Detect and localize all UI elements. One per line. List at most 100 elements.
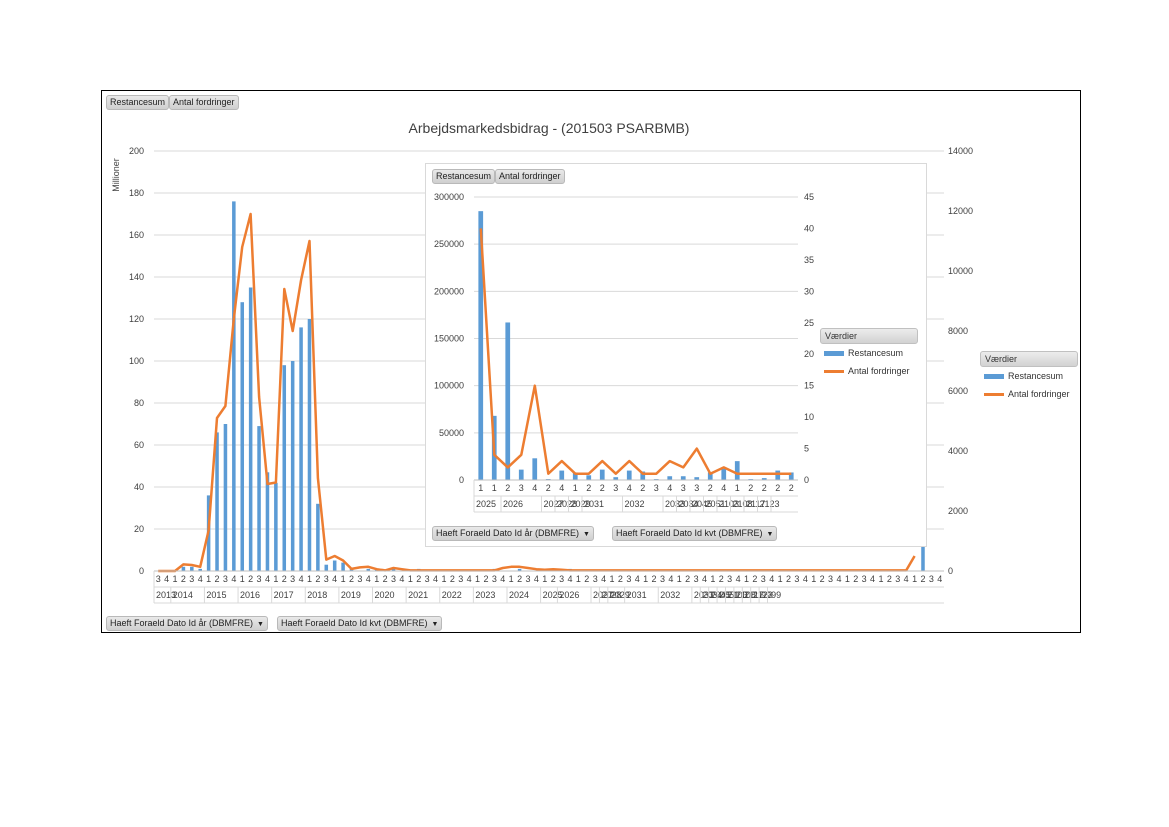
bar-restancesum	[366, 568, 371, 571]
main-legend-item-restancesum[interactable]: Restancesum	[980, 367, 1078, 385]
x-tick-quarter: 3	[681, 483, 686, 493]
inset-legend-item-restancesum[interactable]: Restancesum	[820, 344, 918, 362]
bar-restancesum	[282, 365, 287, 571]
x-tick-quarter: 2	[920, 574, 925, 584]
inset-legend-item-antal-fordringer[interactable]: Antal fordringer	[820, 362, 918, 380]
main-legend-item-antal-fordringer[interactable]: Antal fordringer	[980, 385, 1078, 403]
x-tick-year: 2014	[173, 590, 193, 600]
x-tick-quarter: 3	[391, 574, 396, 584]
bar-restancesum	[391, 568, 396, 571]
x-tick-quarter: 2	[248, 574, 253, 584]
axis-field-quarter-label: Haeft Foraeld Dato Id kvt (DBMFRE)	[281, 618, 428, 628]
bar-restancesum	[532, 458, 538, 480]
x-tick-quarter: 3	[929, 574, 934, 584]
x-tick-year: 9999	[761, 590, 781, 600]
x-tick-quarter: 3	[324, 574, 329, 584]
x-tick-quarter: 4	[702, 574, 707, 584]
x-tick-quarter: 2	[762, 483, 767, 493]
x-tick-quarter: 1	[475, 574, 480, 584]
y-tick-label: 60	[134, 440, 144, 450]
x-tick-year: 2103	[719, 499, 739, 509]
bar-restancesum	[680, 476, 686, 480]
y2-tick-label: 4000	[948, 446, 968, 456]
x-tick-year: 2033	[665, 499, 685, 509]
x-tick-quarter: 4	[366, 574, 371, 584]
y2-tick-label: 12000	[948, 206, 973, 216]
y2-tick-label: 30	[804, 286, 814, 296]
x-tick-quarter: 1	[542, 574, 547, 584]
x-tick-quarter: 3	[694, 574, 699, 584]
x-tick-quarter: 4	[667, 483, 672, 493]
x-tick-quarter: 4	[534, 574, 539, 584]
x-tick-quarter: 2	[640, 483, 645, 493]
x-tick-quarter: 1	[735, 483, 740, 493]
x-tick-year: 2029	[571, 499, 591, 509]
x-tick-year: 2020	[375, 590, 395, 600]
inset-field-button-restancesum[interactable]: Restancesum	[432, 169, 496, 184]
bar-restancesum	[694, 477, 700, 480]
x-tick-quarter: 4	[668, 574, 673, 584]
x-tick-quarter: 1	[206, 574, 211, 584]
x-tick-year: 2028	[601, 590, 621, 600]
x-tick-quarter: 4	[231, 574, 236, 584]
x-tick-quarter: 1	[677, 574, 682, 584]
inset-axis-field-year-button[interactable]: Haeft Foraeld Dato Id år (DBMFRE) ▼	[432, 526, 594, 541]
bar-restancesum	[332, 560, 337, 571]
x-tick-quarter: 1	[441, 574, 446, 584]
bar-swatch	[984, 374, 1004, 379]
bar-restancesum	[223, 424, 228, 571]
x-tick-quarter: 1	[374, 574, 379, 584]
field-button-antal-fordringer[interactable]: Antal fordringer	[169, 95, 239, 110]
x-tick-quarter: 2	[315, 574, 320, 584]
x-tick-year: 2031	[627, 590, 647, 600]
main-legend-title: Værdier	[980, 351, 1078, 367]
x-tick-year: 2026	[559, 590, 579, 600]
x-tick-year: 2108	[736, 590, 756, 600]
x-tick-quarter: 3	[727, 574, 732, 584]
bar-swatch	[824, 351, 844, 356]
y2-tick-label: 0	[804, 475, 809, 485]
x-tick-quarter: 4	[870, 574, 875, 584]
x-tick-quarter: 3	[862, 574, 867, 584]
bar-restancesum	[559, 470, 565, 480]
x-tick-quarter: 4	[164, 574, 169, 584]
inset-legend-title: Værdier	[820, 328, 918, 344]
x-tick-quarter: 3	[492, 574, 497, 584]
x-tick-quarter: 4	[299, 574, 304, 584]
x-tick-quarter: 1	[307, 574, 312, 584]
x-tick-quarter: 2	[551, 574, 556, 584]
x-tick-quarter: 2	[708, 483, 713, 493]
y2-tick-label: 6000	[948, 386, 968, 396]
filter-funnel-icon: ▼	[583, 531, 590, 538]
x-tick-quarter: 4	[265, 574, 270, 584]
y2-tick-label: 15	[804, 381, 814, 391]
x-tick-quarter: 3	[654, 483, 659, 493]
bar-restancesum	[324, 564, 329, 571]
x-tick-quarter: 3	[525, 574, 530, 584]
x-tick-year: 2045	[692, 499, 712, 509]
line-swatch	[984, 393, 1004, 396]
axis-field-quarter-button[interactable]: Haeft Foraeld Dato Id kvt (DBMFRE) ▼	[277, 616, 443, 631]
x-tick-quarter: 2	[748, 483, 753, 493]
axis-field-year-button[interactable]: Haeft Foraeld Dato Id år (DBMFRE) ▼	[106, 616, 268, 631]
bar-restancesum	[599, 469, 605, 480]
x-tick-year: 2045	[711, 590, 731, 600]
x-tick-quarter: 2	[786, 574, 791, 584]
x-tick-year: 2034	[702, 590, 722, 600]
inset-axis-field-quarter-button[interactable]: Haeft Foraeld Dato Id kvt (DBMFRE) ▼	[612, 526, 778, 541]
x-tick-quarter: 2	[586, 483, 591, 493]
bar-restancesum	[240, 302, 245, 571]
x-tick-quarter: 4	[559, 483, 564, 493]
field-button-restancesum[interactable]: Restancesum	[106, 95, 170, 110]
x-tick-quarter: 2	[282, 574, 287, 584]
y-tick-label: 150000	[434, 334, 464, 344]
x-tick-quarter: 4	[601, 574, 606, 584]
y-tick-label: 140	[129, 272, 144, 282]
x-tick-year: 2025	[476, 499, 496, 509]
bar-restancesum	[586, 475, 592, 480]
x-tick-quarter: 4	[532, 483, 537, 493]
inset-field-button-antal-fordringer[interactable]: Antal fordringer	[495, 169, 565, 184]
x-tick-quarter: 4	[635, 574, 640, 584]
line-antal-fordringer	[479, 228, 792, 475]
y2-tick-label: 14000	[948, 146, 973, 156]
